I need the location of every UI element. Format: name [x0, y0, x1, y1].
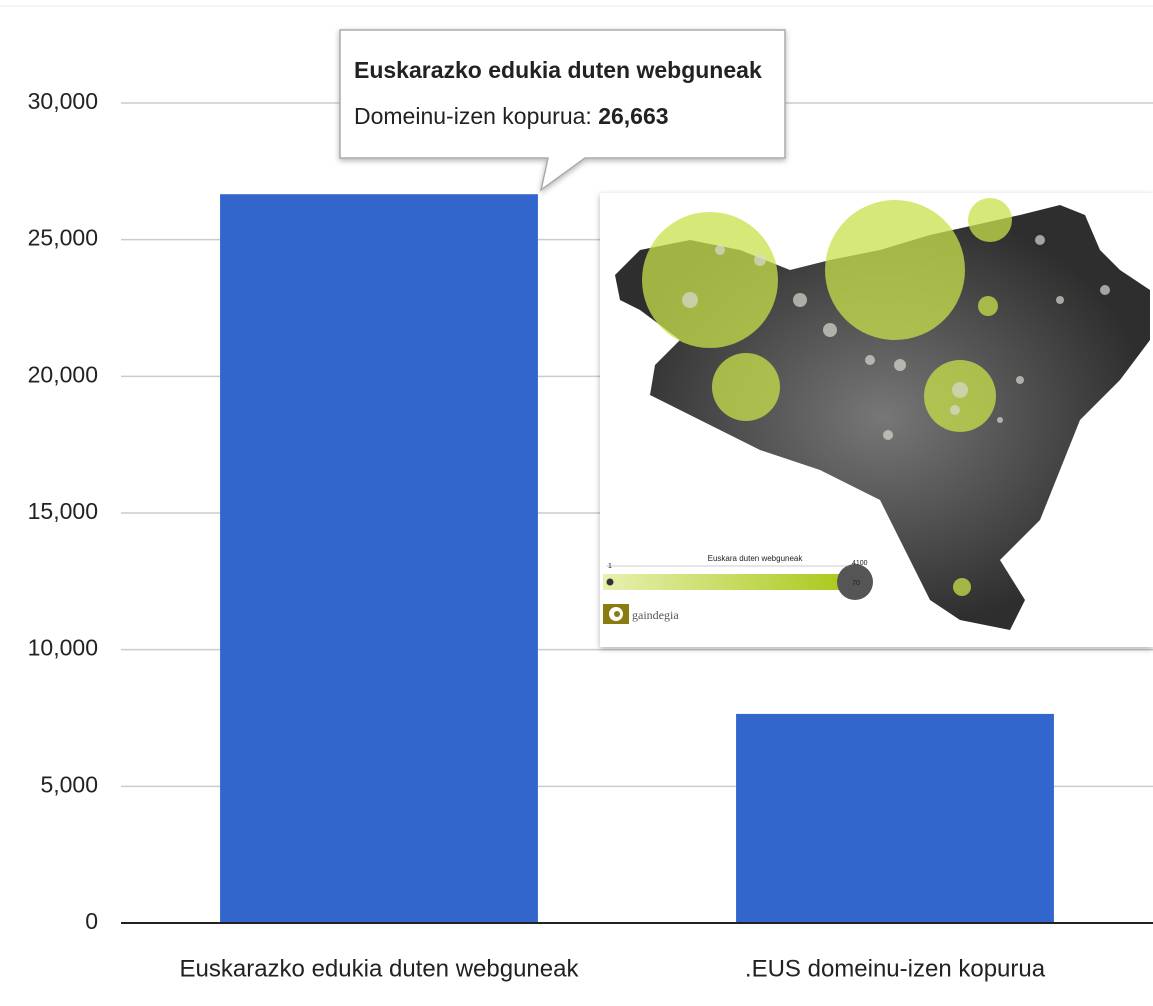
legend-title: Euskara duten webguneak — [708, 554, 804, 563]
tooltip-line: Domeinu-izen kopurua: 26,663 — [354, 103, 669, 129]
y-tick-label: 0 — [85, 908, 98, 934]
bar — [220, 194, 538, 924]
y-tick-label: 25,000 — [28, 225, 98, 251]
x-tick-label: .EUS domeinu-izen kopurua — [745, 955, 1046, 982]
x-tick-label: Euskarazko edukia duten webguneak — [180, 955, 580, 982]
y-tick-label: 20,000 — [28, 361, 98, 387]
y-tick-label: 10,000 — [28, 635, 98, 661]
tooltip: Euskarazko edukia duten webguneak Domein… — [339, 29, 786, 192]
y-tick-label: 15,000 — [28, 498, 98, 524]
legend-max: 4100 — [852, 560, 868, 567]
logo: gaindegia — [632, 608, 679, 622]
y-tick-label: 30,000 — [28, 88, 98, 114]
legend-marker: 70 — [852, 580, 860, 587]
y-tick-label: 5,000 — [40, 771, 98, 797]
bar — [736, 713, 1054, 923]
tooltip-label: Domeinu-izen kopurua: — [354, 103, 592, 129]
tooltip-value: 26,663 — [598, 103, 668, 129]
inset-map: Euskara duten webguneak 1 4100 70 gainde… — [600, 193, 1153, 647]
legend-min: 1 — [608, 563, 612, 570]
tooltip-title: Euskarazko edukia duten webguneak — [354, 57, 762, 83]
